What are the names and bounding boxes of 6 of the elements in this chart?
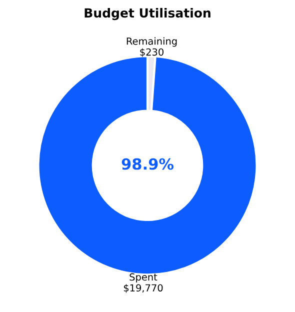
data-label: $230	[140, 48, 164, 57]
text: 98.9%	[122, 158, 174, 170]
chart-title: Budget Utilisation	[84, 8, 210, 20]
data-label: $19,770	[124, 284, 163, 293]
slice-label: Remaining	[126, 37, 177, 47]
slice-label: Spent	[130, 273, 158, 283]
